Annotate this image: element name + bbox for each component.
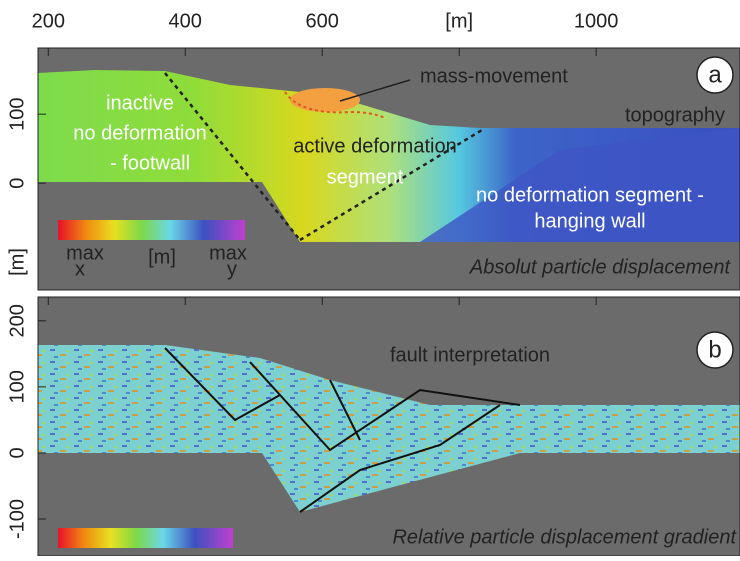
annotation: no deformation (73, 122, 206, 144)
annotation: inactive (106, 92, 174, 114)
x-tick-label: 200 (32, 10, 65, 32)
y-tick-label: 0 (6, 178, 28, 189)
mass-movement-blob (290, 88, 360, 112)
annotation: segment (327, 166, 404, 188)
x-tick-label: 400 (169, 10, 202, 32)
panel-label: a (708, 61, 722, 88)
y-tick-label: -100 (6, 499, 28, 539)
annotation: mass-movement (420, 65, 568, 87)
caption: Relative particle displacement gradient (392, 526, 737, 548)
y-tick-label: 0 (6, 447, 28, 458)
caption: Absolut particle displacement (469, 256, 732, 278)
annotation: active deformation (293, 135, 456, 157)
x-tick-label: 600 (306, 10, 339, 32)
colorbar (58, 528, 233, 548)
colorbar (58, 220, 245, 240)
annotation: hanging wall (534, 210, 645, 232)
annotation: fault interpretation (390, 344, 550, 366)
colorbar-label: x (75, 258, 85, 280)
x-tick-label: 1000 (574, 10, 619, 32)
panel-label: b (708, 336, 721, 363)
annotation: topography (625, 104, 725, 126)
colorbar-label: max (66, 242, 104, 264)
annotation: - footwall (110, 152, 190, 174)
y-axis-label: [m] (6, 248, 28, 276)
colorbar-label: y (227, 258, 237, 280)
annotation: no deformation segment - (476, 184, 704, 206)
y-tick-label: 100 (6, 370, 28, 403)
figure: 200400600[m]10000100[m]aAbsolut particle… (0, 0, 740, 556)
colorbar-label: [m] (148, 246, 176, 268)
y-tick-label: 100 (6, 98, 28, 131)
y-tick-label: 200 (6, 304, 28, 337)
x-tick-label: [m] (445, 10, 473, 32)
